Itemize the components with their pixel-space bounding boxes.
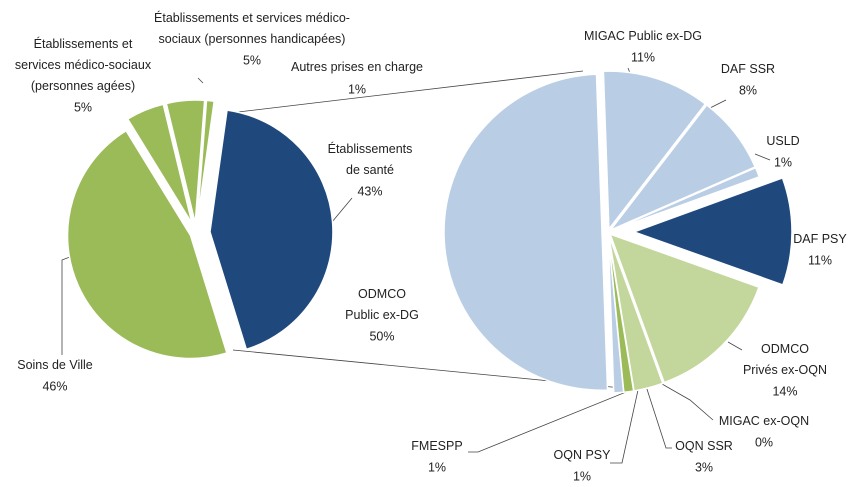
slice-label: ODMCO Public ex-DG (345, 287, 419, 322)
slice-value-label: 5% (243, 53, 261, 67)
slice-label: Établissements et services médico-sociau… (154, 10, 350, 46)
slice-label: OQN PSY (554, 448, 612, 462)
slice-label: Établissements de santé (328, 141, 413, 177)
slice-value-label: 11% (631, 50, 655, 64)
slice-value-label: 11% (808, 253, 832, 267)
slice-value-label: 43% (357, 184, 382, 198)
leader-line (754, 153, 771, 161)
slice-label: DAF PSY (793, 232, 847, 246)
pie-slice (607, 234, 625, 394)
slice-value-label: 50% (369, 329, 394, 343)
slice-value-label: 14% (772, 384, 797, 398)
pie-slice (443, 73, 609, 391)
leader-line (654, 379, 714, 421)
slice-value-label: 1% (573, 469, 591, 482)
slice-value-label: 3% (695, 460, 713, 474)
pie-slice (631, 176, 793, 286)
pie-slice (610, 166, 761, 232)
slice-value-label: 46% (42, 379, 67, 393)
pie-slice (602, 70, 707, 232)
slice-label: Soins de Ville (17, 358, 93, 372)
leader-line (727, 341, 743, 351)
slice-value-label: 1% (348, 82, 366, 96)
connector-line (237, 70, 584, 113)
pie-slice (126, 103, 193, 225)
slice-value-label: 1% (428, 460, 446, 474)
slice-label: MIGAC ex-OQN (719, 414, 809, 428)
slice-label: Établissements et services médico-sociaux… (15, 36, 152, 93)
slice-label: Autres prises en charge (291, 60, 423, 74)
slice-label: USLD (766, 134, 799, 148)
pie-slice (66, 129, 228, 360)
leader-line (197, 77, 204, 84)
leader-line (610, 389, 639, 464)
slice-value-label: 0% (755, 435, 773, 449)
pie-slice (608, 232, 760, 384)
pie-slice (165, 99, 206, 224)
slice-label: FMESPP (411, 439, 462, 453)
slice-label: ODMCO Privés ex-OQN (743, 342, 827, 377)
slice-value-label: 8% (739, 83, 757, 97)
slice-value-label: 1% (774, 155, 792, 169)
leader-line (331, 197, 353, 223)
slice-label: MIGAC Public ex-DG (584, 29, 702, 43)
pie-slice (609, 103, 757, 231)
pie-slice (209, 109, 334, 351)
slice-label: OQN SSR (675, 439, 733, 453)
pie-slice (196, 99, 216, 224)
leader-line (644, 382, 672, 449)
leader-line (468, 387, 637, 453)
slice-value-label: 5% (74, 100, 92, 114)
slice-label: DAF SSR (721, 62, 775, 76)
